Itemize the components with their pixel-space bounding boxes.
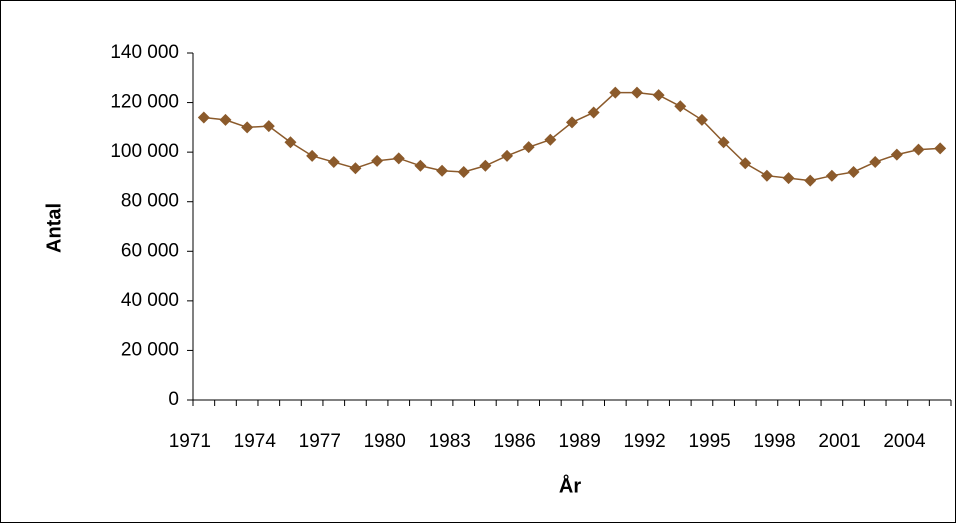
marker	[544, 133, 557, 146]
x-tick-label: 1986	[494, 431, 536, 452]
marker	[284, 136, 297, 149]
marker	[392, 152, 405, 165]
marker	[934, 142, 947, 155]
marker	[566, 116, 578, 129]
y-axis-title: Antal	[43, 203, 65, 253]
marker	[241, 121, 254, 134]
y-tick-label: 20 000	[121, 339, 179, 360]
x-tick-label: 2001	[818, 431, 860, 452]
marker	[890, 148, 903, 161]
x-tick-label: 1995	[688, 431, 730, 452]
marker	[804, 174, 817, 187]
marker	[652, 89, 665, 102]
marker	[674, 100, 687, 113]
marker	[695, 113, 708, 126]
marker	[262, 120, 275, 133]
marker	[760, 169, 773, 182]
x-tick-label: 1998	[753, 431, 795, 452]
marker	[630, 86, 643, 99]
x-tick-label: 1980	[364, 431, 406, 452]
x-tick-label: 1974	[234, 431, 277, 452]
marker	[847, 165, 860, 178]
marker	[219, 113, 232, 126]
marker	[349, 162, 362, 175]
y-tick-label: 0	[168, 389, 179, 410]
y-tick-label: 140 000	[110, 42, 179, 63]
x-tick-label: 2004	[883, 431, 926, 452]
y-tick-label: 100 000	[110, 141, 179, 162]
marker	[306, 149, 319, 162]
marker	[479, 159, 492, 172]
marker	[197, 111, 210, 124]
y-tick-label: 120 000	[110, 92, 179, 113]
marker	[371, 154, 384, 167]
marker	[522, 141, 535, 154]
marker	[436, 164, 449, 177]
marker	[609, 86, 622, 99]
marker	[782, 172, 795, 185]
marker	[414, 159, 427, 172]
marker	[912, 143, 925, 156]
x-tick-label: 1989	[559, 431, 601, 452]
x-tick-label: 1977	[299, 431, 341, 452]
marker	[739, 157, 752, 170]
marker	[825, 169, 838, 182]
x-tick-label: 1983	[429, 431, 471, 452]
y-tick-label: 80 000	[121, 191, 179, 212]
marker	[587, 106, 600, 119]
marker	[717, 136, 730, 149]
y-tick-label: 40 000	[121, 290, 179, 311]
x-tick-label: 1971	[169, 431, 211, 452]
y-tick-label: 60 000	[121, 240, 179, 261]
x-tick-label: 1992	[623, 431, 665, 452]
marker	[457, 165, 470, 178]
marker	[501, 149, 514, 162]
x-axis-title: År	[559, 473, 581, 497]
marker	[327, 156, 340, 169]
marker	[869, 156, 882, 169]
